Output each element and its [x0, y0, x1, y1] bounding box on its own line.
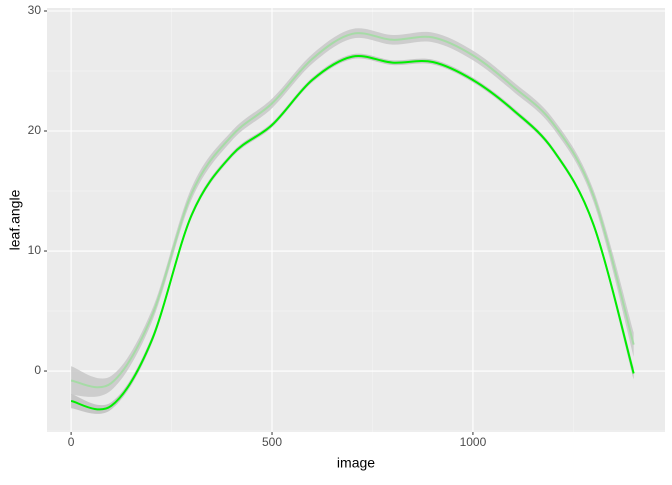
line	[70, 32, 635, 389]
x-tick-label: 0	[68, 435, 75, 449]
x-axis-title: image	[337, 455, 375, 471]
y-tick-label: 20	[28, 123, 42, 137]
x-tick-label: 500	[262, 435, 282, 449]
y-tick-label: 30	[28, 3, 42, 17]
plot-panel	[47, 8, 665, 432]
y-tick-label: 0	[34, 363, 41, 377]
y-tick-label: 10	[28, 243, 42, 257]
line	[70, 54, 635, 411]
x-tick-label: 1000	[460, 435, 487, 449]
y-axis-title: leaf.angle	[7, 189, 23, 250]
